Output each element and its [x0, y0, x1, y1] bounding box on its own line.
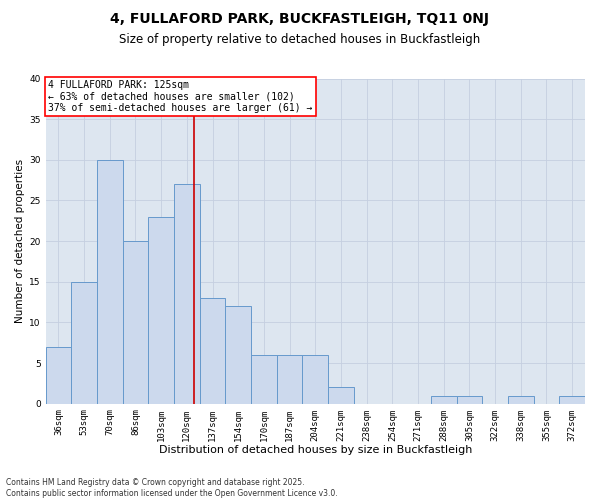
- Bar: [277, 355, 302, 404]
- Bar: [457, 396, 482, 404]
- X-axis label: Distribution of detached houses by size in Buckfastleigh: Distribution of detached houses by size …: [158, 445, 472, 455]
- Bar: [174, 184, 200, 404]
- Bar: [508, 396, 533, 404]
- Bar: [46, 347, 71, 404]
- Bar: [97, 160, 122, 404]
- Text: 4 FULLAFORD PARK: 125sqm
← 63% of detached houses are smaller (102)
37% of semi-: 4 FULLAFORD PARK: 125sqm ← 63% of detach…: [48, 80, 313, 114]
- Text: Size of property relative to detached houses in Buckfastleigh: Size of property relative to detached ho…: [119, 32, 481, 46]
- Text: Contains HM Land Registry data © Crown copyright and database right 2025.
Contai: Contains HM Land Registry data © Crown c…: [6, 478, 338, 498]
- Y-axis label: Number of detached properties: Number of detached properties: [15, 159, 25, 323]
- Bar: [559, 396, 585, 404]
- Bar: [431, 396, 457, 404]
- Text: 4, FULLAFORD PARK, BUCKFASTLEIGH, TQ11 0NJ: 4, FULLAFORD PARK, BUCKFASTLEIGH, TQ11 0…: [110, 12, 490, 26]
- Bar: [302, 355, 328, 404]
- Bar: [148, 216, 174, 404]
- Bar: [71, 282, 97, 404]
- Bar: [251, 355, 277, 404]
- Bar: [226, 306, 251, 404]
- Bar: [122, 241, 148, 404]
- Bar: [200, 298, 226, 404]
- Bar: [328, 388, 354, 404]
